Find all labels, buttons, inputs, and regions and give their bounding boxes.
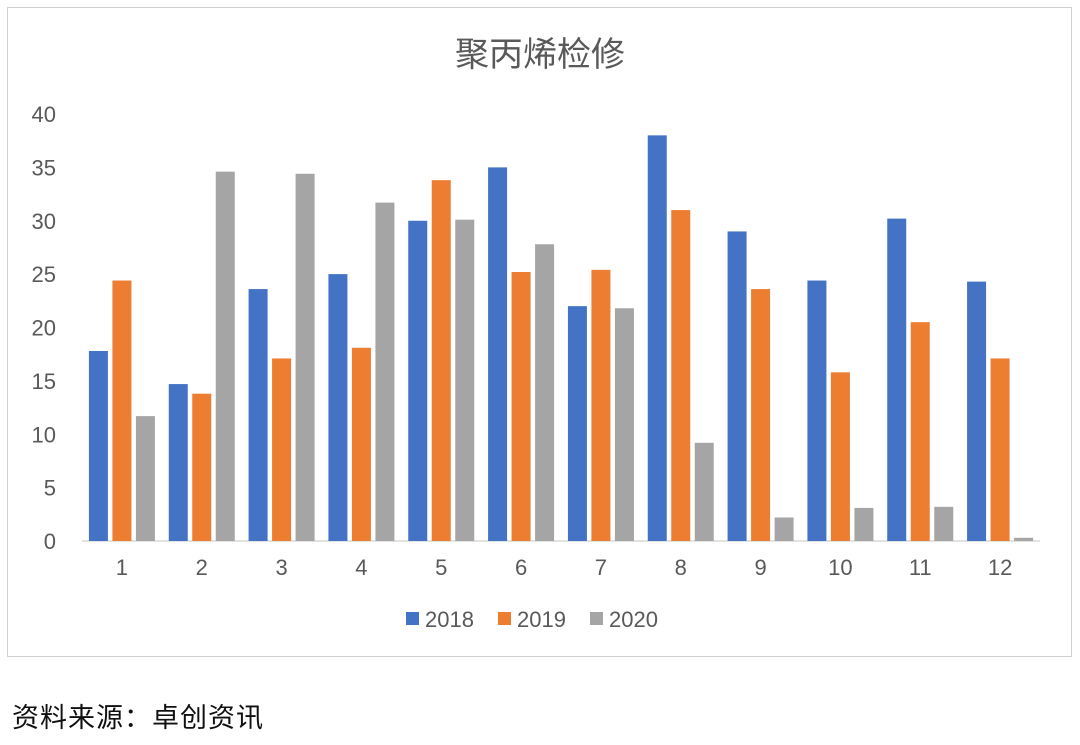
bar-2020-11 xyxy=(934,506,954,541)
bar-2018-10 xyxy=(807,280,827,541)
bar-2019-8 xyxy=(671,210,691,541)
bar-2018-2 xyxy=(168,384,188,541)
legend-label-2020: 2020 xyxy=(609,607,658,632)
bar-2018-11 xyxy=(887,218,907,541)
bar-2019-5 xyxy=(431,180,451,541)
bar-2019-1 xyxy=(112,280,132,541)
bar-2019-6 xyxy=(511,271,531,541)
y-tick-label: 35 xyxy=(32,155,56,180)
bar-2018-9 xyxy=(727,231,747,541)
x-tick-label: 11 xyxy=(909,555,932,580)
bar-2018-5 xyxy=(408,220,428,541)
y-tick-label: 15 xyxy=(32,369,56,394)
source-note: 资料来源：卓创资讯 xyxy=(12,703,264,734)
bar-2019-3 xyxy=(272,358,292,541)
legend-swatch-2019 xyxy=(498,612,511,625)
bar-2019-9 xyxy=(751,289,771,541)
bar-2018-6 xyxy=(488,167,508,542)
bar-2020-5 xyxy=(455,219,475,541)
bar-2019-10 xyxy=(830,372,850,541)
legend-label-2019: 2019 xyxy=(517,607,566,632)
legend: 2018 2019 2020 xyxy=(406,607,658,632)
y-tick-label: 30 xyxy=(32,209,56,234)
y-tick-label: 20 xyxy=(32,316,56,341)
y-tick-label: 5 xyxy=(44,476,56,501)
bar-2020-9 xyxy=(774,517,794,541)
legend-swatch-2020 xyxy=(590,612,603,625)
bars xyxy=(88,135,1034,542)
x-tick-label: 1 xyxy=(116,555,128,580)
bar-2020-1 xyxy=(135,416,155,541)
bar-2020-6 xyxy=(535,244,555,542)
x-tick-label: 9 xyxy=(754,555,766,580)
y-axis: 0 5 10 15 20 25 30 35 40 xyxy=(32,102,56,554)
x-tick-label: 7 xyxy=(595,555,607,580)
bar-2018-1 xyxy=(88,350,108,541)
x-tick-label: 8 xyxy=(675,555,687,580)
x-tick-label: 2 xyxy=(196,555,208,580)
bar-2020-3 xyxy=(295,173,315,541)
chart-title: 聚丙烯检修 xyxy=(455,35,625,75)
bar-2020-2 xyxy=(215,171,235,541)
bar-2020-8 xyxy=(694,442,714,541)
bar-2019-2 xyxy=(192,393,212,541)
bar-2018-3 xyxy=(248,289,268,541)
x-tick-label: 5 xyxy=(435,555,447,580)
x-tick-label: 12 xyxy=(988,555,1012,580)
legend-swatch-2018 xyxy=(406,612,419,625)
y-tick-label: 0 xyxy=(44,529,56,554)
bar-2019-12 xyxy=(990,358,1010,541)
bar-2020-4 xyxy=(375,202,395,541)
bar-2020-7 xyxy=(614,308,634,541)
bar-2019-7 xyxy=(591,269,611,541)
x-tick-label: 4 xyxy=(355,555,367,580)
bar-2018-8 xyxy=(647,135,667,541)
bar-2020-10 xyxy=(854,507,874,541)
y-tick-label: 10 xyxy=(32,422,56,447)
bar-2019-11 xyxy=(910,322,930,541)
bar-2019-4 xyxy=(351,347,371,541)
bar-2018-4 xyxy=(328,274,348,542)
bar-2018-12 xyxy=(967,281,987,541)
bar-2018-7 xyxy=(567,306,587,541)
legend-label-2018: 2018 xyxy=(425,607,474,632)
x-axis: 1 2 3 4 5 6 7 8 9 10 11 12 xyxy=(82,540,1040,580)
y-tick-label: 40 xyxy=(32,102,56,127)
bar-2020-12 xyxy=(1014,537,1034,541)
y-tick-label: 25 xyxy=(32,262,56,287)
x-tick-label: 3 xyxy=(275,555,287,580)
x-tick-label: 10 xyxy=(828,555,852,580)
x-tick-label: 6 xyxy=(515,555,527,580)
